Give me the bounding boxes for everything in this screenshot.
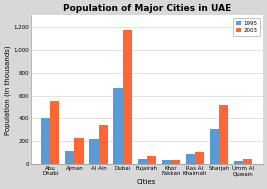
Bar [210,129,219,164]
Legend: 1995, 2003: 1995, 2003 [233,18,260,36]
Bar [162,160,171,164]
Title: Population of Major Cities in UAE: Population of Major Cities in UAE [62,4,231,13]
Bar [195,152,204,164]
Bar [89,139,99,164]
Bar [234,161,243,164]
Bar [147,156,156,164]
Bar [99,125,108,164]
X-axis label: Cities: Cities [137,179,156,185]
Bar [74,139,84,164]
Bar [113,88,123,164]
Bar [65,150,74,164]
Bar [41,119,50,164]
Bar [171,160,180,164]
Y-axis label: Population (in thousands): Population (in thousands) [4,45,11,135]
Bar [243,159,252,164]
Bar [138,159,147,164]
Bar [50,101,60,164]
Bar [123,30,132,164]
Bar [219,105,228,164]
Bar [186,154,195,164]
